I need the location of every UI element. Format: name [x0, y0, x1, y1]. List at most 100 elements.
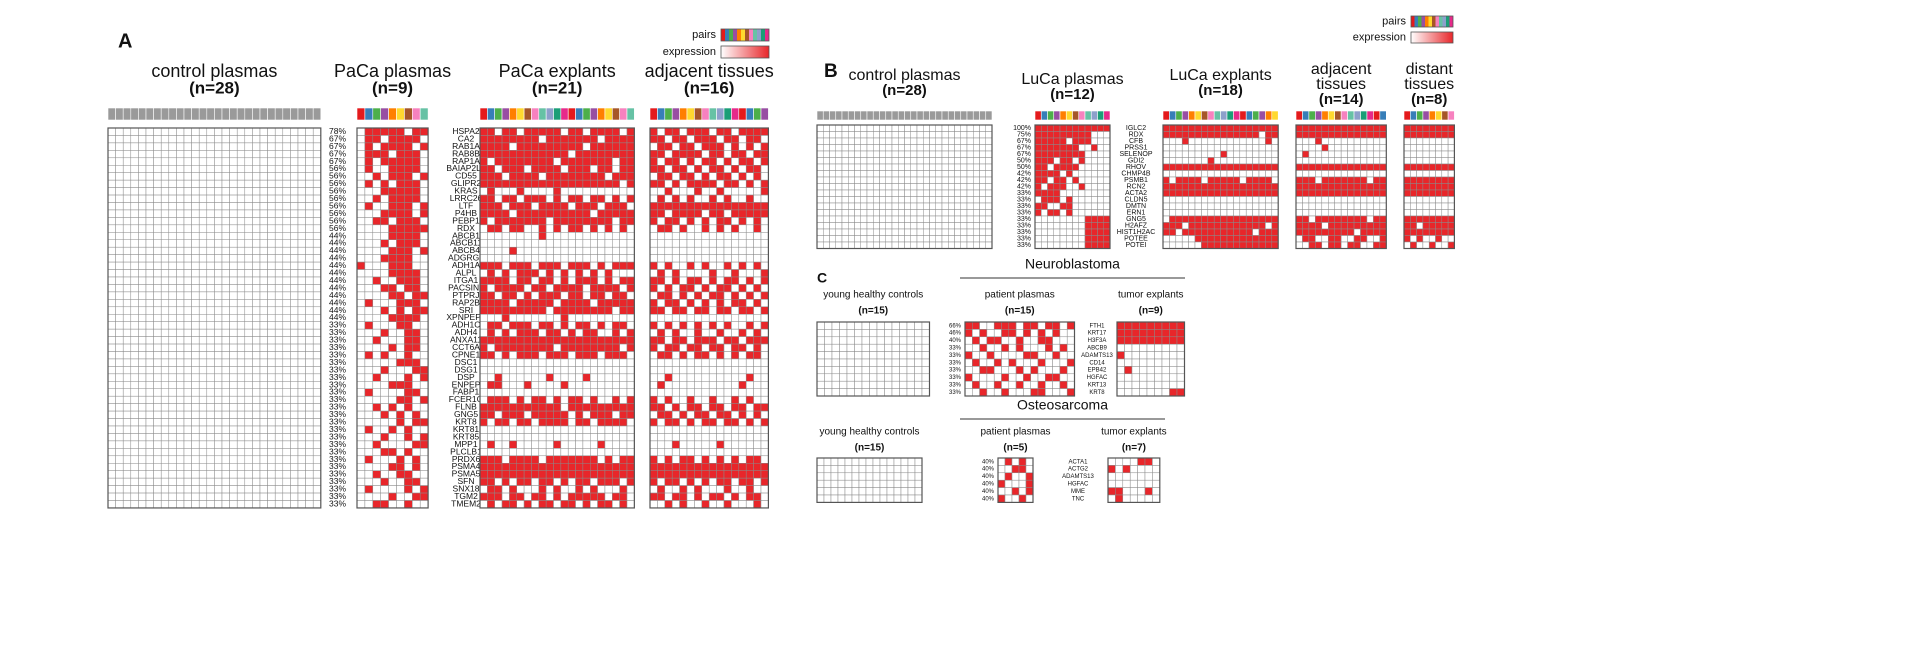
- heatmap-cell: [1239, 150, 1247, 158]
- heatmap-cell: [686, 403, 695, 412]
- heatmap-cell: [107, 321, 116, 330]
- heatmap-cell: [612, 314, 620, 322]
- heatmap-cell: [553, 351, 562, 360]
- heatmap-cell: [531, 492, 540, 501]
- heatmap-cell: [356, 470, 366, 479]
- heatmap-cell: [723, 343, 732, 352]
- heatmap-cell: [1053, 163, 1061, 171]
- heatmap-cell: [1053, 176, 1061, 184]
- heatmap-cell: [979, 183, 986, 191]
- heatmap-cell: [841, 170, 849, 178]
- percent-label: 67%: [1017, 145, 1031, 152]
- heatmap-cell: [412, 276, 421, 285]
- heatmap-cell: [582, 314, 591, 322]
- heatmap-cell: [560, 463, 569, 471]
- heatmap-cell: [575, 403, 584, 412]
- heatmap-cell: [130, 351, 139, 360]
- heatmap-cell: [221, 135, 230, 144]
- heatmap-cell: [716, 150, 725, 159]
- heatmap-cell: [198, 440, 208, 449]
- heatmap-cell: [274, 448, 284, 457]
- heatmap-cell: [404, 395, 413, 404]
- heatmap-cell: [891, 196, 899, 204]
- heatmap-cell: [122, 448, 132, 457]
- heatmap-cell: [487, 388, 495, 397]
- heatmap-cell: [657, 366, 666, 375]
- heatmap-cell: [153, 246, 162, 255]
- heatmap-cell: [523, 269, 532, 278]
- heatmap-cell: [404, 463, 413, 471]
- heatmap-cell: [966, 189, 974, 197]
- heatmap-cell: [356, 291, 366, 300]
- pair-swatch: [935, 110, 943, 121]
- heatmap-cell: [145, 328, 154, 337]
- heatmap-cell: [252, 179, 261, 188]
- heatmap-cell: [538, 403, 547, 412]
- heatmap-cell: [854, 170, 861, 178]
- heatmap-cell: [745, 358, 754, 367]
- heatmap-cell: [501, 135, 510, 144]
- pair-swatch: [664, 107, 673, 121]
- heatmap-cell: [487, 150, 495, 159]
- heatmap-cell: [686, 455, 695, 464]
- heatmap-cell: [516, 381, 525, 389]
- heatmap-cell: [404, 418, 413, 427]
- heatmap-cell: [372, 284, 381, 293]
- heatmap-cell: [206, 246, 215, 255]
- heatmap-cell: [664, 246, 673, 255]
- heatmap-cell: [686, 269, 695, 278]
- heatmap-cell: [910, 196, 918, 204]
- heatmap-cell: [244, 291, 253, 300]
- heatmap-cell: [745, 299, 754, 308]
- heatmap-cell: [160, 239, 170, 248]
- heatmap-cell: [597, 232, 606, 241]
- heatmap-cell: [671, 179, 680, 188]
- group-n: (n=18): [1198, 82, 1243, 99]
- heatmap-cell: [356, 209, 366, 218]
- heatmap-cell: [1066, 150, 1073, 158]
- heatmap-cell: [1252, 150, 1260, 158]
- heatmap-cell: [191, 455, 200, 464]
- heatmap-cell: [708, 381, 717, 389]
- heatmap-cell: [282, 448, 291, 457]
- heatmap-cell: [835, 144, 843, 152]
- heatmap-cell: [1097, 215, 1104, 223]
- heatmap-cell: [898, 137, 905, 145]
- heatmap-cell: [388, 321, 397, 330]
- heatmap-cell: [835, 170, 843, 178]
- heatmap-cell: [545, 321, 554, 330]
- heatmap-cell: [305, 142, 314, 151]
- heatmap-cell: [538, 433, 547, 442]
- heatmap-cell: [866, 157, 874, 165]
- heatmap-cell: [619, 440, 628, 449]
- heatmap-cell: [898, 228, 905, 236]
- heatmap-cell: [1162, 144, 1170, 152]
- heatmap-cell: [259, 202, 268, 211]
- heatmap-cell: [860, 144, 868, 152]
- heatmap-cell: [176, 239, 185, 248]
- heatmap-cell: [380, 433, 389, 442]
- heatmap-cell: [107, 150, 116, 159]
- heatmap-cell: [664, 343, 673, 352]
- heatmap-cell: [854, 157, 861, 165]
- heatmap-cell: [760, 395, 769, 404]
- heatmap-cell: [356, 261, 366, 270]
- legend-pair-swatch: [757, 29, 761, 41]
- pair-swatch: [183, 107, 192, 121]
- pair-swatch: [1040, 110, 1048, 121]
- heatmap-cell: [252, 410, 261, 419]
- heatmap-cell: [738, 395, 747, 404]
- heatmap-cell: [1078, 176, 1086, 184]
- heatmap-cell: [923, 124, 930, 132]
- heatmap-cell: [252, 269, 261, 278]
- heatmap-cell: [115, 343, 124, 352]
- heatmap-cell: [168, 395, 177, 404]
- heatmap-cell: [649, 165, 658, 173]
- heatmap-cell: [619, 179, 628, 188]
- heatmap-cell: [198, 261, 208, 270]
- heatmap-cell: [686, 395, 695, 404]
- heatmap-cell: [604, 343, 613, 352]
- heatmap-cell: [1078, 202, 1086, 210]
- heatmap-cell: [590, 433, 598, 442]
- heatmap-cell: [560, 269, 569, 278]
